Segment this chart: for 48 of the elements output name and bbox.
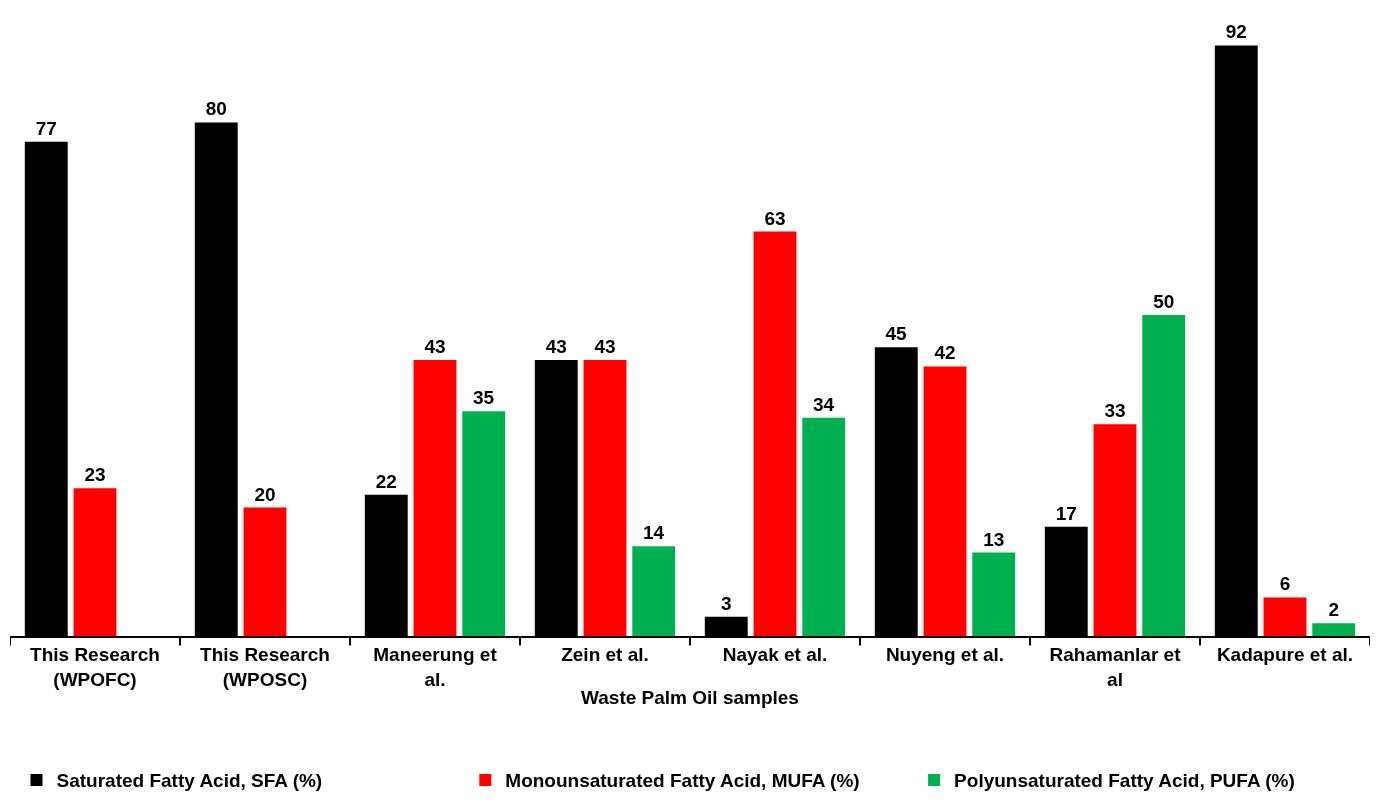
- bar: [1142, 315, 1186, 636]
- x-tick-label: Zein et al.: [561, 643, 649, 665]
- bar: [413, 359, 457, 636]
- x-tick-label: Maneerung et al.: [373, 643, 498, 690]
- data-label: 17: [1055, 502, 1077, 524]
- data-label: 20: [254, 483, 276, 505]
- data-label: 80: [205, 98, 227, 120]
- x-tick-label: Nayak et al.: [722, 643, 828, 665]
- bar: [923, 366, 967, 636]
- data-label: 92: [1225, 21, 1247, 43]
- data-label: 35: [472, 387, 495, 409]
- x-tick-label: This Research (WPOFC): [30, 643, 160, 690]
- x-axis-title: Waste Palm Oil samples: [581, 686, 799, 708]
- data-label: 22: [375, 470, 397, 492]
- data-label: 43: [545, 335, 567, 357]
- data-label: 33: [1104, 400, 1126, 422]
- data-label: 77: [35, 117, 57, 139]
- legend-label: Polyunsaturated Fatty Acid, PUFA (%): [954, 770, 1295, 792]
- data-label: 13: [983, 528, 1005, 550]
- bar: [73, 488, 117, 636]
- data-label: 43: [594, 335, 616, 357]
- bar: [753, 231, 797, 636]
- data-label: 23: [84, 464, 106, 486]
- data-label: 6: [1279, 573, 1291, 595]
- data-label: 50: [1153, 291, 1175, 313]
- data-label: 42: [934, 342, 956, 364]
- bar: [632, 546, 676, 636]
- bar: [1312, 623, 1356, 636]
- data-label: 34: [812, 393, 835, 415]
- bar: [462, 411, 506, 636]
- bar: [583, 359, 627, 636]
- bar: [1263, 597, 1307, 636]
- data-label: 63: [764, 207, 786, 229]
- data-label: 2: [1328, 599, 1340, 621]
- x-tick-label: Kadapure et al.: [1216, 643, 1354, 665]
- data-label: 45: [885, 323, 908, 345]
- x-tick-label: This Research (WPOSC): [200, 643, 330, 690]
- legend-label: Monounsaturated Fatty Acid, MUFA (%): [505, 770, 860, 792]
- legend-label: Saturated Fatty Acid, SFA (%): [56, 770, 323, 792]
- data-label: 43: [424, 335, 446, 357]
- x-tick-label: Nuyeng et al.: [885, 643, 1005, 665]
- data-label: 14: [642, 522, 665, 544]
- x-tick-label: Rahamanlar et al: [1049, 643, 1182, 690]
- bar: [1093, 424, 1137, 636]
- bar: [243, 507, 287, 636]
- bar: [972, 552, 1016, 636]
- bar: [802, 417, 846, 636]
- data-label: 3: [720, 592, 732, 614]
